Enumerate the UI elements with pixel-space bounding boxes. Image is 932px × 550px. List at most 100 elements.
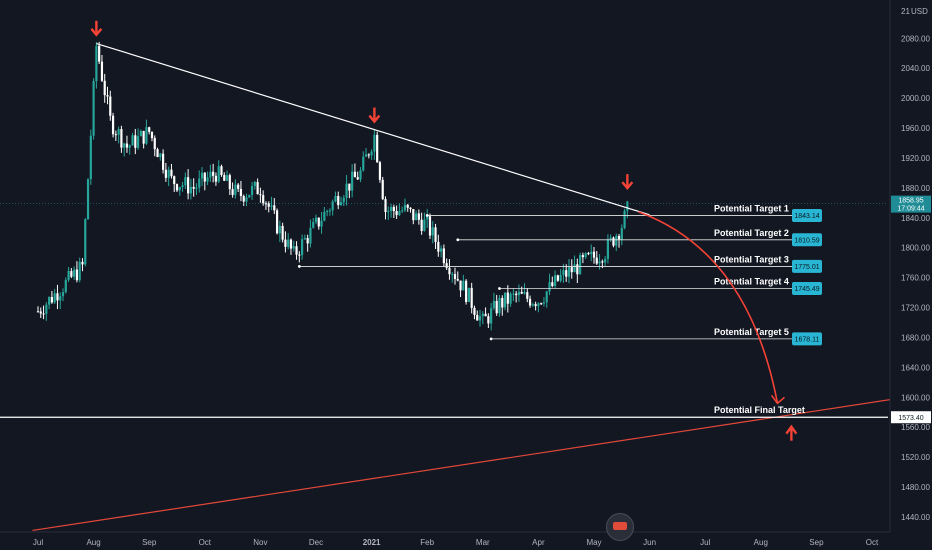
- price-tick-label: 1880.00: [901, 184, 930, 193]
- candle-body: [192, 186, 195, 189]
- price-tick-label: 1640.00: [901, 363, 930, 372]
- candle-body: [617, 235, 621, 240]
- candle-body: [287, 239, 290, 247]
- target-4[interactable]: Potential Target 4 1745.49: [498, 276, 822, 295]
- candle-body: [67, 271, 70, 280]
- candle-body: [387, 211, 390, 213]
- candle-body: [592, 251, 596, 258]
- target-5[interactable]: Potential Target 5 1678.11: [489, 327, 822, 346]
- candle-body: [556, 275, 559, 281]
- candle-body: [381, 179, 384, 200]
- time-tick-label: Dec: [309, 538, 323, 547]
- time-tick-label: Aug: [754, 538, 768, 547]
- candle-body: [540, 303, 543, 305]
- candle-body: [103, 80, 106, 96]
- candles-layer: [36, 41, 629, 331]
- candle-body: [270, 205, 273, 207]
- candle-body: [353, 171, 357, 178]
- candle-body: [348, 183, 351, 191]
- price-tick-label: 1520.00: [901, 453, 930, 462]
- resistance-trendline[interactable]: [96, 42, 650, 216]
- candle-body: [262, 195, 265, 204]
- candle-body: [598, 261, 601, 264]
- time-tick-label: Aug: [86, 538, 100, 547]
- overlays-layer: Potential Final Target Potential Target 1…: [0, 20, 906, 532]
- candle-body: [409, 207, 412, 210]
- price-tick-label: 1720.00: [901, 304, 930, 313]
- candle-body: [584, 253, 587, 258]
- time-tick-label: May: [586, 538, 601, 547]
- candle-body: [109, 96, 112, 116]
- candle-body: [326, 211, 329, 213]
- candle-body: [114, 134, 117, 136]
- arrow-head: [368, 114, 381, 124]
- candle-body: [145, 127, 148, 144]
- candle-body: [367, 154, 370, 156]
- candle-body: [231, 189, 234, 195]
- candle-body: [323, 211, 326, 221]
- candle-body: [437, 241, 440, 252]
- candle-body: [164, 169, 167, 178]
- candle-body: [298, 254, 301, 256]
- price-axis[interactable]: 1440.00 1480.00 1520.00 1560.00 1600.00 1640.…: [889, 0, 932, 550]
- candle-body: [314, 217, 318, 222]
- candle-body: [317, 217, 320, 227]
- candle-body: [281, 225, 284, 240]
- candle-body: [537, 303, 540, 307]
- projection-curve-arrow[interactable]: [638, 211, 779, 404]
- candle-body: [465, 280, 468, 302]
- support-trendline[interactable]: [32, 396, 906, 532]
- candle-body: [412, 209, 415, 221]
- target-1[interactable]: Potential Target 1 1843.14: [425, 203, 822, 222]
- candle-body: [136, 136, 140, 148]
- price-tick-label: 1560.00: [901, 423, 930, 432]
- time-tick-label: Sep: [142, 538, 157, 547]
- candle-body: [423, 219, 426, 231]
- candle-body: [295, 246, 298, 255]
- candle-body: [189, 186, 192, 194]
- candle-body: [615, 235, 618, 246]
- candle-body: [331, 201, 334, 211]
- candle-body: [48, 297, 51, 305]
- candle-body: [389, 206, 393, 212]
- current-price-value: 1858.95: [898, 198, 923, 205]
- target-value-tag: [792, 259, 822, 273]
- candle-body: [273, 205, 276, 211]
- candle-body: [111, 115, 115, 135]
- candle-body: [178, 187, 181, 191]
- candle-body: [334, 195, 337, 202]
- candle-body: [259, 194, 262, 196]
- candle-body: [256, 181, 259, 195]
- price-tick-label: 1440.00: [901, 513, 930, 522]
- candle-body: [459, 280, 462, 291]
- candle-body: [86, 179, 90, 220]
- candle-body: [306, 238, 309, 244]
- candle-body: [553, 275, 557, 287]
- target-value-tag: [792, 281, 822, 295]
- projection-arrow-head: [770, 394, 786, 405]
- target-anchor-dot: [498, 287, 501, 290]
- candle-body: [175, 184, 179, 191]
- candle-body: [445, 263, 448, 268]
- candle-body: [234, 184, 237, 195]
- candle-body: [376, 134, 379, 163]
- candle-body: [401, 210, 404, 212]
- candle-body: [531, 304, 534, 306]
- target-3[interactable]: Potential Target 3 1775.01: [297, 254, 822, 273]
- candle-body: [61, 292, 65, 297]
- target-2[interactable]: Potential Target 2 1810.59: [456, 228, 822, 247]
- candle-body: [417, 213, 420, 220]
- candle-body: [220, 166, 223, 176]
- candle-body: [39, 311, 42, 314]
- candle-body: [139, 130, 142, 137]
- arrow-head: [785, 424, 798, 435]
- arrow-head: [621, 181, 634, 191]
- candle-body: [442, 248, 445, 264]
- candle-body: [506, 292, 509, 304]
- candle-body: [131, 135, 134, 146]
- candle-body: [620, 228, 623, 240]
- price-tick-label: 1920.00: [901, 154, 930, 163]
- time-axis[interactable]: Jul Aug Sep Oct Nov Dec 2021 Feb Mar Apr May Jun Jul…: [0, 531, 932, 550]
- target-anchor-dot: [297, 265, 301, 268]
